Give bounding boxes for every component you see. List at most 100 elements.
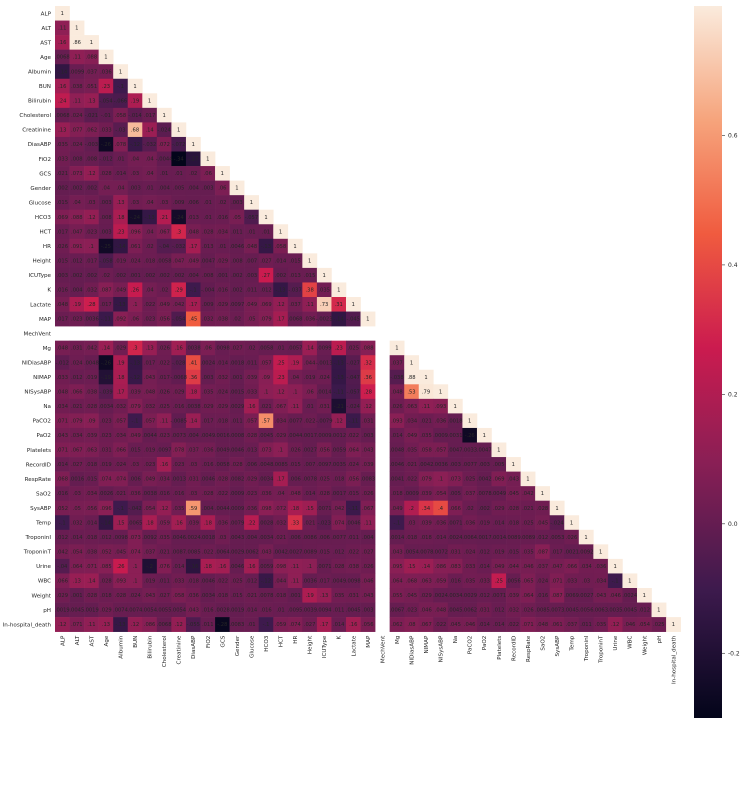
y-tick-label: Temp xyxy=(35,521,51,527)
heatmap-cell xyxy=(331,427,347,443)
cell-value-label: .0063 xyxy=(593,608,608,614)
cell-value-label: .18 xyxy=(204,520,212,526)
heatmap-cell xyxy=(69,195,85,210)
cell-value-label: .033 xyxy=(56,375,68,381)
heatmap-cell xyxy=(156,180,172,196)
heatmap-cell xyxy=(462,442,478,458)
heatmap-cell xyxy=(637,602,652,618)
heatmap-cell xyxy=(476,617,492,632)
heatmap-cell xyxy=(98,267,114,283)
cell-value-label: .015 xyxy=(304,273,316,279)
cell-value-label: .059 xyxy=(435,579,447,585)
cell-value-label: .058 xyxy=(420,448,432,454)
heatmap-cell xyxy=(69,238,85,254)
cell-value-label: .04 xyxy=(276,491,285,497)
cell-value-label: .0045 xyxy=(564,608,579,614)
heatmap-cell xyxy=(84,413,99,429)
heatmap-cell xyxy=(84,588,99,603)
heatmap-cell xyxy=(98,122,114,138)
cell-value-label: .0087 xyxy=(171,549,186,555)
heatmap-cell xyxy=(113,340,129,356)
heatmap-cell xyxy=(244,457,259,472)
cell-value-label: .04 xyxy=(291,375,300,381)
cell-value-label: .0089 xyxy=(506,535,521,541)
heatmap-cell xyxy=(273,253,289,269)
cell-value-label: .027 xyxy=(231,346,243,352)
cell-value-label: .035 xyxy=(318,288,330,294)
cell-value-label: .049 xyxy=(187,258,199,264)
cell-value-label: -.039 xyxy=(99,389,112,395)
cell-value-label: .056 xyxy=(86,506,98,512)
heatmap-cell xyxy=(404,515,420,531)
heatmap-cell xyxy=(142,267,158,283)
cell-value-label: .038 xyxy=(347,564,359,570)
cell-value-label: .0038 xyxy=(186,346,201,352)
cell-value-label: .057 xyxy=(246,418,258,424)
cell-value-label: .0045 xyxy=(259,433,274,439)
heatmap-cell xyxy=(215,398,230,414)
cell-value-label: -.14 xyxy=(115,244,126,250)
cell-value-label: .014 xyxy=(56,462,68,468)
heatmap-cell xyxy=(215,311,230,327)
x-tick-label: GCS xyxy=(220,635,226,647)
cell-value-label: .34 xyxy=(422,506,431,512)
cell-value-label: .029 xyxy=(217,258,229,264)
cell-value-label: .1 xyxy=(89,244,94,250)
heatmap-cell xyxy=(287,398,303,414)
heatmap-cell xyxy=(331,617,347,632)
cell-value-label: .0043 xyxy=(229,535,244,541)
cell-value-label: .063 xyxy=(420,579,432,585)
heatmap-cell xyxy=(127,224,143,240)
cell-value-label: .0098 xyxy=(346,579,361,585)
heatmap-cell xyxy=(433,427,449,443)
cell-value-label: .067 xyxy=(158,229,170,235)
cell-value-label: 1 xyxy=(279,229,282,235)
heatmap-cell xyxy=(346,369,361,385)
heatmap-cell xyxy=(55,398,70,414)
cell-value-label: .025 xyxy=(347,346,359,352)
cell-value-label: .057 xyxy=(144,418,156,424)
cell-value-label: .0048 xyxy=(84,360,99,366)
cell-value-label: .01 xyxy=(160,171,168,177)
cell-value-label: -.17 xyxy=(188,157,198,163)
heatmap-cell xyxy=(578,602,594,618)
cell-value-label: .2 xyxy=(409,506,414,512)
cell-value-label: .12 xyxy=(276,302,284,308)
heatmap-cell xyxy=(404,573,420,589)
heatmap-cell xyxy=(55,35,70,50)
cell-value-label: -.024 xyxy=(157,127,171,133)
cell-value-label: .032 xyxy=(71,520,83,526)
cell-value-label: .006 xyxy=(246,462,258,468)
heatmap-cell xyxy=(273,544,289,560)
cell-value-label: .04 xyxy=(145,171,154,177)
cell-value-label: .028 xyxy=(318,491,330,497)
heatmap-cell xyxy=(156,544,172,560)
cell-value-label: .0034 xyxy=(448,593,464,599)
cell-value-label: .022 xyxy=(217,491,229,497)
heatmap-cell xyxy=(229,398,245,414)
heatmap-cell xyxy=(331,369,347,385)
y-tick-label: Weight xyxy=(32,593,52,599)
heatmap-cell xyxy=(142,602,158,618)
heatmap-cell xyxy=(287,544,303,560)
heatmap-cell xyxy=(84,486,99,501)
cell-value-label: .0046 xyxy=(200,579,215,585)
cell-value-label: .098 xyxy=(275,564,287,570)
heatmap-cell xyxy=(346,486,361,501)
heatmap-cell xyxy=(273,442,289,458)
cell-value-label: .12 xyxy=(175,622,183,628)
cell-value-label: -.12 xyxy=(130,142,140,148)
heatmap-cell xyxy=(447,573,463,589)
heatmap-cell xyxy=(156,151,172,167)
cell-value-label: .12 xyxy=(131,622,139,628)
heatmap-cell xyxy=(113,180,129,196)
heatmap-cell xyxy=(98,209,114,225)
x-tick-label: HCT xyxy=(279,635,285,647)
cell-value-label: .0014 xyxy=(317,389,333,395)
heatmap-cell xyxy=(200,500,216,516)
cell-value-label: .029 xyxy=(217,302,229,308)
cell-value-label: .0018 xyxy=(448,418,463,424)
heatmap-cell xyxy=(476,486,492,501)
cell-value-label: -.1 xyxy=(263,622,270,628)
heatmap-cell xyxy=(244,442,259,458)
